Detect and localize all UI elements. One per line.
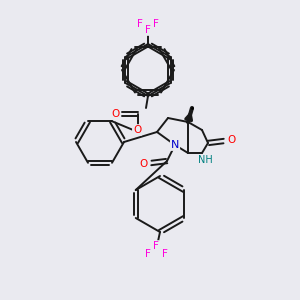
Text: O: O <box>133 125 141 135</box>
Text: F: F <box>145 25 151 35</box>
Text: F: F <box>137 19 143 29</box>
Text: O: O <box>111 109 119 119</box>
Text: O: O <box>227 135 235 145</box>
Text: O: O <box>140 159 148 169</box>
Text: N: N <box>171 140 179 150</box>
Text: F: F <box>145 249 151 259</box>
Text: F: F <box>153 241 159 251</box>
Text: F: F <box>162 249 168 259</box>
Text: F: F <box>153 19 159 29</box>
Text: NH: NH <box>198 155 212 165</box>
